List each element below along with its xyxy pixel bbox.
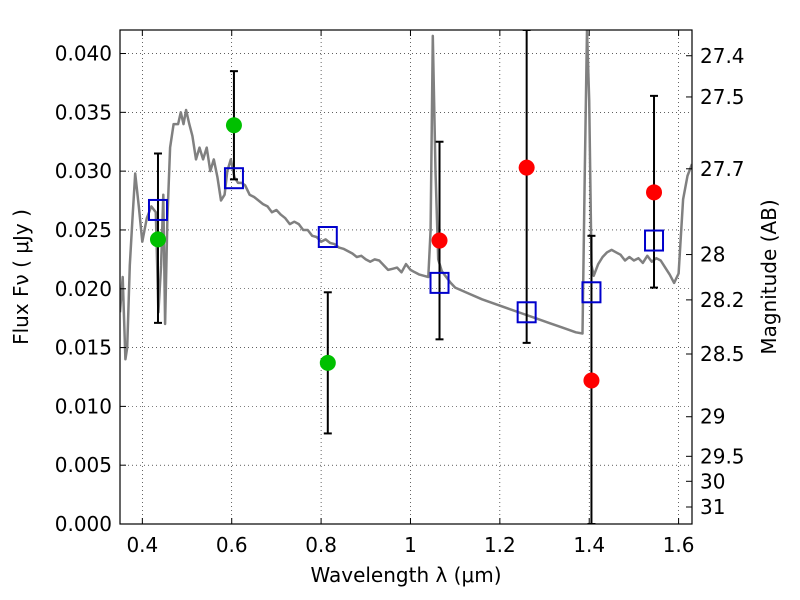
right-axis-label: Magnitude (AB) <box>757 199 781 354</box>
ticks: 0.4 0.6 0.8 1 1.2 1.4 1.6 0.000 0.005 0.010 0.015 0… <box>55 30 745 557</box>
x-tick-label: 0.4 <box>126 533 158 557</box>
right-tick-label: 29.5 <box>700 444 745 468</box>
x-axis-label: Wavelength λ (μm) <box>310 563 501 587</box>
y-tick-label: 0.005 <box>55 453 112 477</box>
x-tick-label: 1 <box>404 533 417 557</box>
x-tick-label: 1.4 <box>573 533 605 557</box>
right-tick-label: 30 <box>700 469 725 493</box>
y-tick-label: 0.010 <box>55 394 112 418</box>
y-tick-label: 0.015 <box>55 336 112 360</box>
plot-frame <box>119 29 693 525</box>
observed-flux-point <box>319 354 336 371</box>
observed-flux-point <box>225 117 242 134</box>
model-photometry-square <box>223 167 244 190</box>
right-tick-label: 27.4 <box>700 44 745 68</box>
y-tick-label: 0.030 <box>55 159 112 183</box>
y-tick-label: 0.035 <box>55 100 112 124</box>
right-tick-label: 27.7 <box>700 157 745 181</box>
y-tick-label: 0.000 <box>55 512 112 536</box>
right-tick-label: 31 <box>700 495 725 519</box>
model-photometry-square <box>516 301 537 324</box>
observed-flux-point <box>149 231 166 248</box>
observed-flux-point <box>431 232 448 249</box>
model-photometry-square <box>429 271 450 294</box>
right-tick-label: 27.5 <box>700 85 745 109</box>
observed-flux-point <box>518 159 535 176</box>
right-tick-label: 28 <box>700 243 725 267</box>
model-photometry-square <box>644 229 665 252</box>
x-tick-label: 0.8 <box>305 533 337 557</box>
model-photometry-square <box>147 198 168 221</box>
series-layer <box>120 30 692 524</box>
y-tick-label: 0.040 <box>55 42 112 66</box>
model-photometry-square <box>581 281 602 304</box>
y-tick-label: 0.025 <box>55 218 112 242</box>
right-tick-label: 28.2 <box>700 288 745 312</box>
right-tick-label: 28.5 <box>700 342 745 366</box>
model-photometry-square <box>317 226 338 249</box>
x-tick-label: 1.6 <box>663 533 695 557</box>
y-tick-label: 0.020 <box>55 277 112 301</box>
x-tick-label: 0.6 <box>216 533 248 557</box>
observed-flux-point <box>646 184 663 201</box>
template-spectrum-line <box>120 30 692 361</box>
y-axis-label: Flux Fν ( μJy ) <box>9 209 33 345</box>
right-tick-label: 29 <box>700 405 725 429</box>
observed-flux-point <box>583 372 600 389</box>
x-tick-label: 1.2 <box>484 533 516 557</box>
grid <box>120 30 692 524</box>
